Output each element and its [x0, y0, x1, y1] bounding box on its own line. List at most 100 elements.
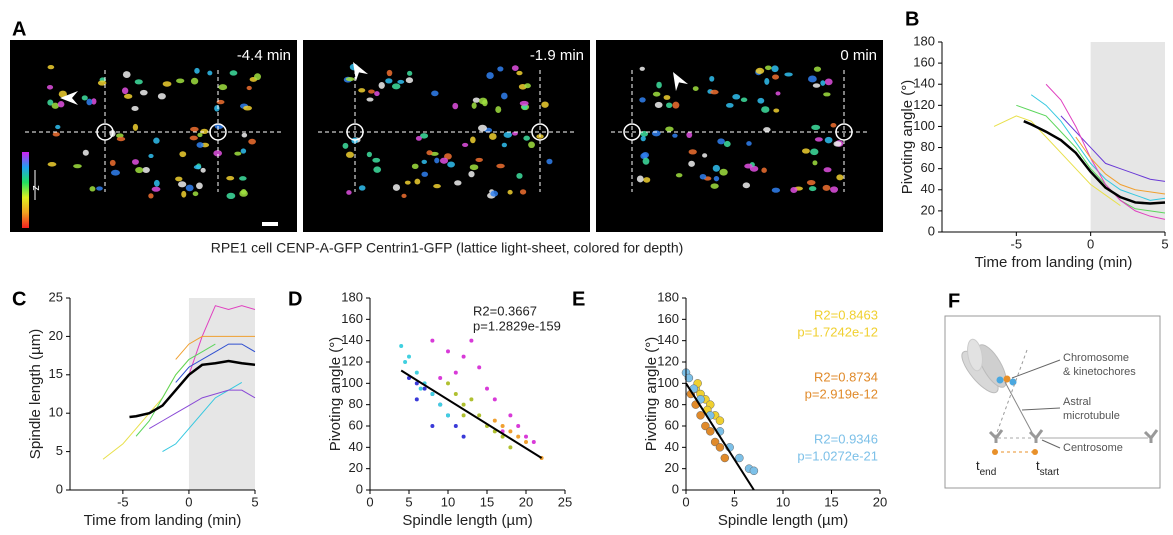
fluorescent-spot	[511, 65, 519, 72]
x-tick-label: 0	[1087, 236, 1094, 251]
centrosome-icon	[988, 429, 1004, 443]
fluorescent-spot	[490, 190, 499, 197]
fluorescent-spot	[131, 105, 139, 112]
point	[508, 445, 513, 450]
fluorescent-spot	[197, 132, 203, 138]
y-tick-label: 180	[657, 289, 679, 304]
annotation: R2=0.9346	[814, 431, 878, 446]
panel-label: F	[948, 290, 960, 312]
fluorescent-spot	[823, 167, 832, 173]
point	[485, 386, 489, 391]
diagram-label: Centrosome	[1063, 442, 1123, 454]
fluorescent-spot	[775, 91, 781, 96]
leader-line	[1011, 359, 1061, 379]
point	[407, 354, 411, 359]
point	[684, 373, 694, 383]
arrowhead	[673, 72, 689, 92]
y-tick-label: 20	[921, 202, 935, 217]
point	[461, 402, 466, 407]
fluorescent-spot	[52, 132, 60, 137]
x-axis-label: Time from landing (min)	[975, 254, 1133, 271]
leader-line	[1041, 439, 1061, 449]
y-tick-label: 0	[356, 481, 363, 496]
fluorescent-spot	[784, 72, 793, 77]
point	[492, 418, 497, 423]
trace-line	[993, 115, 1121, 207]
point	[414, 397, 419, 402]
point	[508, 413, 513, 418]
point	[701, 421, 710, 431]
fluorescent-spot	[178, 181, 187, 188]
y-tick-label: 80	[349, 396, 363, 411]
fluorescent-spot	[452, 102, 459, 110]
fluorescent-spot	[742, 182, 751, 189]
x-tick-label: -5	[1011, 236, 1023, 251]
fluorescent-spot	[421, 159, 428, 164]
panel-label: B	[905, 8, 919, 30]
kinetochore	[1009, 378, 1017, 386]
fluorescent-spot	[200, 167, 206, 173]
fluorescent-spot	[643, 177, 651, 183]
fluorescent-spot	[345, 151, 354, 158]
point	[706, 427, 715, 436]
symbol: t	[976, 458, 980, 473]
y-tick-label: 140	[657, 332, 679, 347]
fluorescent-spot	[358, 185, 366, 191]
fluorescent-spot	[91, 98, 97, 105]
fluorescent-spot	[497, 66, 504, 72]
fluorescent-spot	[636, 175, 644, 183]
y-axis-label: Pivoting angle (°)	[899, 80, 916, 194]
fluorescent-spot	[447, 161, 455, 168]
fluorescent-spot	[47, 162, 57, 167]
arrowhead	[60, 91, 78, 105]
fluorescent-spot	[713, 176, 720, 182]
fluorescent-spot	[639, 97, 646, 103]
fluorescent-spot	[181, 190, 187, 198]
y-tick-label: 80	[665, 396, 679, 411]
fluorescent-spot	[761, 106, 770, 113]
fluorescent-spot	[241, 132, 248, 138]
y-tick-label: 80	[921, 139, 935, 154]
depth-colorbar	[22, 152, 29, 228]
fluorescent-spot	[732, 94, 741, 100]
point	[696, 411, 705, 420]
centrosome-icon	[1028, 429, 1044, 443]
fluorescent-spot	[808, 186, 817, 192]
fluorescent-spot	[132, 123, 139, 131]
fluorescent-spot	[226, 192, 236, 199]
fluorescent-spot	[190, 77, 199, 85]
y-tick-label: 180	[341, 289, 363, 304]
fluorescent-spot	[175, 176, 183, 182]
fluorescent-spot	[663, 95, 671, 100]
x-tick-label: -5	[117, 494, 129, 509]
fluorescent-spot	[524, 83, 531, 89]
point	[469, 338, 474, 343]
fluorescent-spot	[153, 179, 160, 187]
fluorescent-spot	[434, 157, 440, 164]
fluorescent-spot	[385, 78, 393, 84]
fluorescent-spot	[73, 164, 82, 169]
point	[461, 413, 466, 418]
point	[430, 424, 435, 428]
fluorescent-spot	[512, 131, 518, 136]
fluorescent-spot	[368, 89, 375, 94]
trace-line	[1075, 136, 1166, 195]
fluorescent-spot	[96, 186, 103, 191]
fluorescent-spot	[411, 163, 419, 170]
point	[531, 440, 536, 444]
fluorescent-spot	[200, 128, 209, 135]
fluorescent-spot	[421, 171, 429, 177]
annotation: p=1.2829e-159	[473, 318, 561, 333]
y-axis-label: Pivoting angle (°)	[327, 337, 344, 451]
y-tick-label: 160	[657, 311, 679, 326]
point	[399, 344, 404, 348]
point	[453, 370, 458, 375]
x-tick-label: 25	[558, 494, 572, 509]
fluorescent-spot	[746, 141, 752, 146]
fluorescent-spot	[109, 159, 116, 167]
fluorescent-spot	[426, 150, 433, 156]
point	[430, 392, 435, 396]
fluorescent-spot	[710, 183, 719, 189]
fluorescent-spot	[415, 136, 422, 141]
centrosome-marker	[346, 123, 364, 141]
